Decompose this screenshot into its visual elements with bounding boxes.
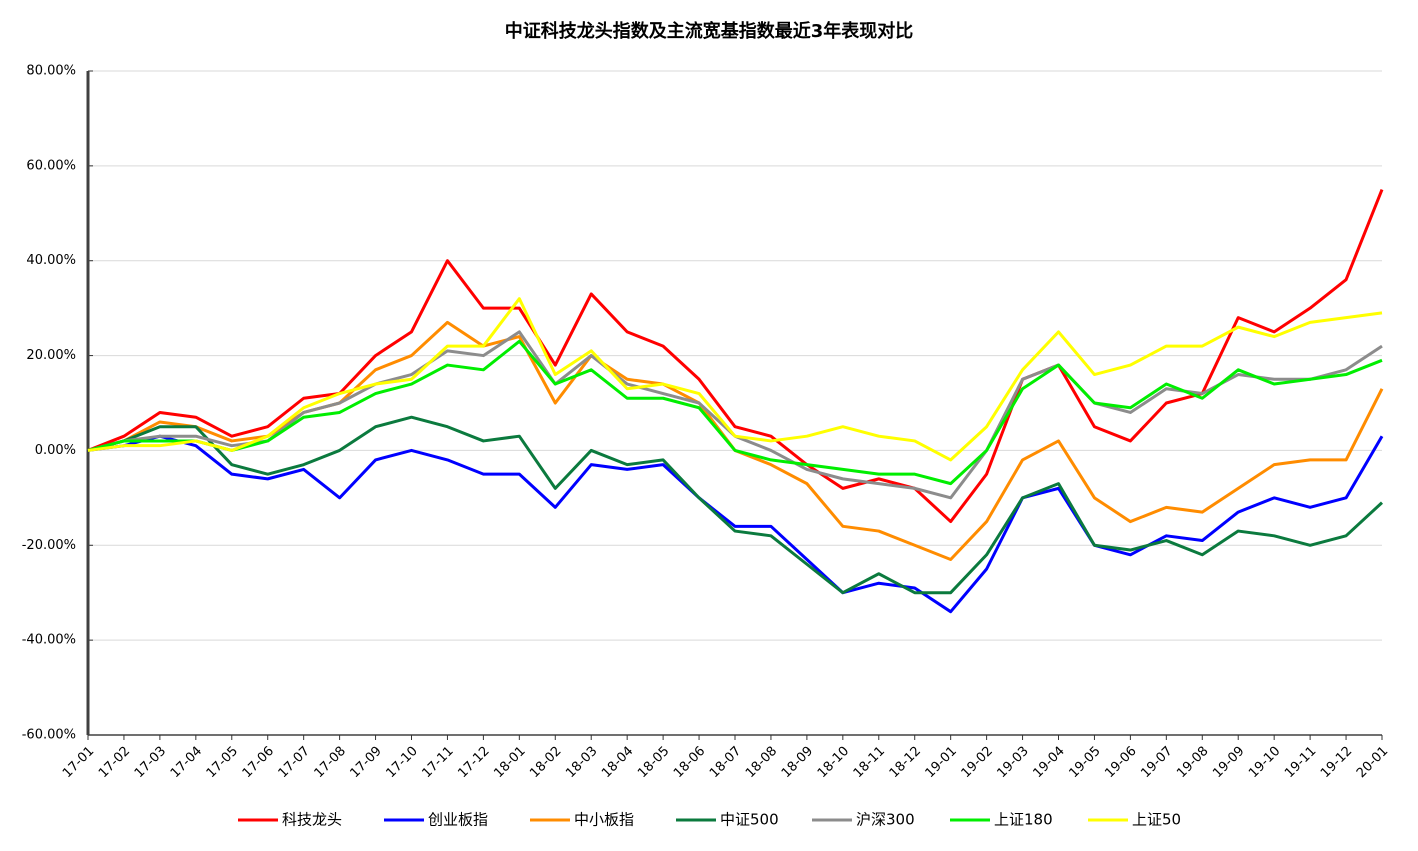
y-tick-label: -60.00% <box>22 728 76 743</box>
series-line <box>87 415 1384 595</box>
legend-label: 上证50 <box>1132 811 1181 829</box>
x-tick-label: 18-02 <box>527 744 564 781</box>
y-tick-label: 40.00% <box>26 253 76 268</box>
x-tick-label: 19-07 <box>1138 744 1175 781</box>
y-tick-label: 20.00% <box>26 348 76 363</box>
x-tick-label: 19-10 <box>1246 744 1283 781</box>
legend-label: 中证500 <box>720 811 779 829</box>
x-tick-label: 18-11 <box>851 744 888 781</box>
series-line <box>87 297 1383 462</box>
y-tick-label: 60.00% <box>26 158 76 173</box>
x-tick-label: 17-08 <box>312 744 349 781</box>
chart-title: 中证科技龙头指数及主流宽基指数最近3年表现对比 <box>505 20 914 42</box>
x-tick-label: 18-01 <box>491 744 528 781</box>
y-tick-label: -20.00% <box>22 538 76 553</box>
x-tick-label: 18-09 <box>779 744 816 781</box>
x-tick-label: 19-06 <box>1102 744 1139 781</box>
y-tick-label: -40.00% <box>22 633 76 648</box>
y-tick-label: 80.00% <box>26 64 76 79</box>
legend-label: 中小板指 <box>574 811 634 829</box>
x-tick-label: 17-10 <box>383 744 420 781</box>
x-tick-label: 17-01 <box>60 744 97 781</box>
x-tick-label: 19-08 <box>1174 744 1211 781</box>
legend-label: 创业板指 <box>428 811 488 829</box>
x-tick-label: 18-07 <box>707 744 744 781</box>
x-tick-label: 18-08 <box>743 744 780 781</box>
series-line <box>87 434 1384 614</box>
x-tick-label: 17-07 <box>276 744 313 781</box>
x-tick-label: 19-03 <box>995 744 1032 781</box>
legend-label: 沪深300 <box>856 811 915 829</box>
x-tick-label: 19-01 <box>923 744 960 781</box>
y-tick-label: 0.00% <box>35 443 76 458</box>
x-tick-label: 17-03 <box>132 744 169 781</box>
x-tick-label: 19-04 <box>1030 744 1067 781</box>
x-tick-label: 19-09 <box>1210 744 1247 781</box>
x-tick-label: 17-05 <box>204 744 241 781</box>
series-line <box>87 320 1384 562</box>
x-tick-label: 17-09 <box>348 744 385 781</box>
x-tick-label: 19-12 <box>1318 744 1355 781</box>
x-tick-label: 19-05 <box>1066 744 1103 781</box>
series-line <box>87 339 1383 486</box>
x-tick-label: 17-12 <box>455 744 492 781</box>
legend-label: 科技龙头 <box>282 811 342 829</box>
x-tick-label: 19-02 <box>959 744 996 781</box>
x-tick-label: 17-11 <box>419 744 456 781</box>
x-tick-label: 18-06 <box>671 744 708 781</box>
x-tick-label: 17-04 <box>168 744 205 781</box>
x-tick-label: 18-04 <box>599 744 636 781</box>
x-tick-label: 18-10 <box>815 744 852 781</box>
x-tick-label: 18-03 <box>563 744 600 781</box>
x-tick-label: 17-06 <box>240 744 277 781</box>
series-line <box>87 189 1384 524</box>
x-tick-label: 19-11 <box>1282 744 1319 781</box>
x-tick-label: 18-12 <box>887 744 924 781</box>
x-tick-label: 18-05 <box>635 744 672 781</box>
legend-label: 上证180 <box>994 811 1053 829</box>
x-tick-label: 20-01 <box>1354 744 1391 781</box>
x-tick-label: 17-02 <box>96 744 133 781</box>
